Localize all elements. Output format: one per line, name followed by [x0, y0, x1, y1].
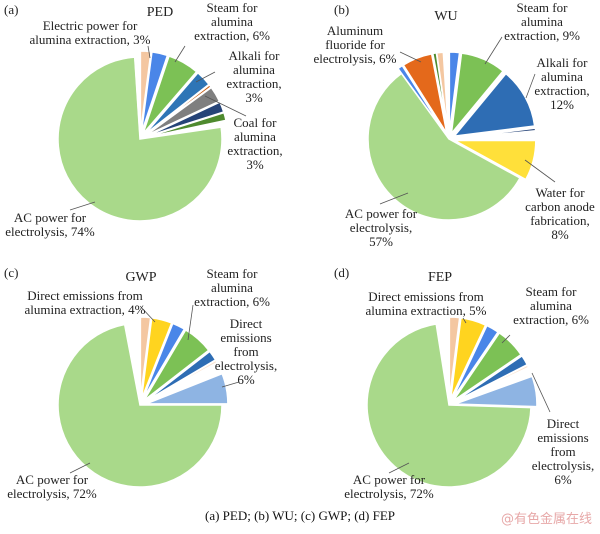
leader-line: [195, 71, 216, 83]
leader-line: [531, 372, 551, 413]
pie-slice-white-gap-unlabeled: [133, 50, 141, 134]
leader-line: [525, 73, 536, 99]
slice-label: Steam for alumina extraction, 6%: [513, 284, 589, 327]
pie-slice-direct-emissions-from-electrolysis: [145, 372, 229, 405]
pie-slice-white-gap-unlabeled: [442, 51, 450, 134]
slice-label: Direct emissions from alumina extraction,…: [25, 288, 146, 317]
watermark: @有色金属在线: [500, 512, 592, 527]
panel-tag: (c): [4, 265, 18, 280]
pie-slice-steam-for-alumina-extraction: [452, 331, 523, 402]
pie-slice-steam-for-alumina-extraction: [142, 55, 198, 135]
pie-title: WU: [434, 9, 457, 24]
pie-slice-direct-emissions-from-electrolysis: [454, 375, 538, 408]
pie-slice-aluminum-fluoride-for-electrolysis: [402, 52, 448, 134]
leader-line: [484, 36, 503, 65]
slice-label: Direct emissions from alumina extraction,…: [366, 289, 487, 318]
pie-slice-peach-unlabeled: [448, 316, 461, 400]
pie-slice-blue-unlabeled: [451, 324, 500, 401]
leader-line: [388, 462, 410, 474]
pie-panel-fep: (d) FEP Direct emissions from alumina extra…: [334, 265, 594, 501]
panel-tag: (a): [4, 2, 18, 17]
pie-panel-wu: (b) WU Aluminum fluoride for electrolysis, 6…: [313, 0, 595, 249]
leader-line: [139, 305, 156, 323]
leader-line: [204, 95, 247, 117]
leader-line: [69, 462, 91, 474]
leader-line: [399, 51, 422, 63]
slice-label: Alkali for alumina extraction, 12%: [534, 55, 589, 112]
panel-tag: (d): [334, 265, 349, 280]
slice-label: Direct emissions from electrolysis, 6%: [532, 416, 594, 487]
pie-slice-steam-for-alumina-extraction: [143, 328, 210, 402]
leader-line: [221, 381, 240, 388]
slice-label: Coal for alumina extraction, 3%: [227, 115, 282, 172]
pie-slice-white-unlabeled: [454, 366, 533, 404]
leader-line: [379, 192, 409, 205]
slice-label: Steam for alumina extraction, 9%: [504, 0, 580, 43]
slice-label: AC power for electrolysis, 72%: [7, 472, 97, 501]
pie-slice-ac-power-for-electrolysis: [367, 72, 522, 221]
pie-slice-direct-emissions-from-alumina-extraction: [449, 317, 487, 400]
pie-slice-electric-power-for-alumina-extraction: [140, 51, 169, 134]
pie-slice-white-gap-unlabeled: [434, 316, 450, 400]
leader-line: [501, 334, 511, 344]
pie-slice-ac-power-for-electrolysis: [57, 56, 223, 222]
pie-panel-gwp: (c) GWP Direct emissions from alumina extra…: [4, 265, 277, 501]
panel-tag: (b): [334, 2, 349, 17]
pie-slice-alkali-for-alumina-extraction: [452, 72, 536, 138]
pie-slice-ac-power-for-electrolysis: [57, 323, 223, 488]
leader-line: [147, 45, 151, 59]
pie-slice-blue-unlabeled: [141, 322, 186, 400]
slice-label: AC power for electrolysis, 74%: [5, 210, 95, 239]
slice-label: Alkali for alumina extraction, 3%: [226, 48, 281, 105]
slice-label: Electric power for alumina extraction, 3%: [30, 18, 151, 47]
slice-label: Direct emissions from electrolysis, 6%: [215, 316, 277, 387]
slice-label: Aluminum fluoride for electrolysis, 6%: [313, 23, 396, 66]
figure-caption: (a) PED; (b) WU; (c) GWP; (d) FEP: [204, 508, 396, 523]
leader-line: [187, 304, 194, 341]
leader-line: [174, 45, 186, 63]
slice-label: AC power for electrolysis, 72%: [344, 472, 434, 501]
pie-slice-steam-for-alumina-extraction: [450, 52, 505, 136]
leader-line: [69, 201, 96, 211]
pie-slice-coal-for-alumina-extraction: [144, 86, 221, 137]
slice-label: Steam for alumina extraction, 6%: [194, 266, 270, 309]
pie-title: FEP: [428, 270, 452, 285]
pie-title: GWP: [125, 270, 156, 285]
pie-slice-white-unlabeled: [454, 130, 537, 140]
pie-slice-water-for-carbon-anode-fabrication: [454, 139, 537, 181]
slice-label: Water for carbon anode fabrication, 8%: [525, 185, 595, 242]
leader-line: [462, 317, 467, 324]
leader-line: [524, 159, 556, 183]
slice-label: AC power for electrolysis, 57%: [345, 206, 418, 249]
pie-slice-blue-small-unlabeled: [396, 64, 447, 135]
pie-title: PED: [147, 5, 173, 20]
pie-slice-white-unlabeled: [145, 361, 223, 404]
pie-slice-white-gap-unlabeled: [123, 316, 141, 400]
pie-slice-white-unlabeled: [145, 119, 228, 139]
slice-label: Steam for alumina extraction, 6%: [194, 0, 270, 43]
pie-slice-direct-emissions-from-alumina-extraction: [140, 316, 173, 400]
pie-slice-ac-power-for-electrolysis: [366, 323, 532, 488]
